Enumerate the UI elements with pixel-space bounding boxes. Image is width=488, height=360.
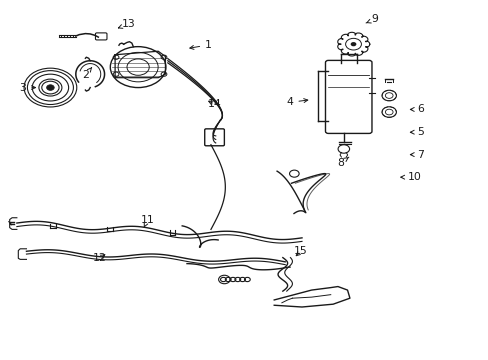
Text: 14: 14: [207, 99, 221, 109]
Text: 6: 6: [409, 104, 424, 114]
Circle shape: [46, 85, 54, 90]
Text: 5: 5: [409, 127, 424, 137]
Text: 2: 2: [82, 68, 92, 80]
Text: 3: 3: [20, 82, 36, 93]
Text: 15: 15: [294, 246, 307, 256]
Text: 4: 4: [286, 98, 307, 107]
Text: 11: 11: [141, 215, 154, 227]
Text: 9: 9: [366, 14, 378, 24]
Text: 12: 12: [93, 253, 106, 263]
Text: 13: 13: [118, 19, 135, 29]
Text: 7: 7: [409, 150, 424, 159]
Text: 10: 10: [400, 172, 421, 182]
Text: 1: 1: [189, 40, 212, 50]
Text: 8: 8: [336, 157, 348, 168]
Circle shape: [350, 42, 356, 46]
